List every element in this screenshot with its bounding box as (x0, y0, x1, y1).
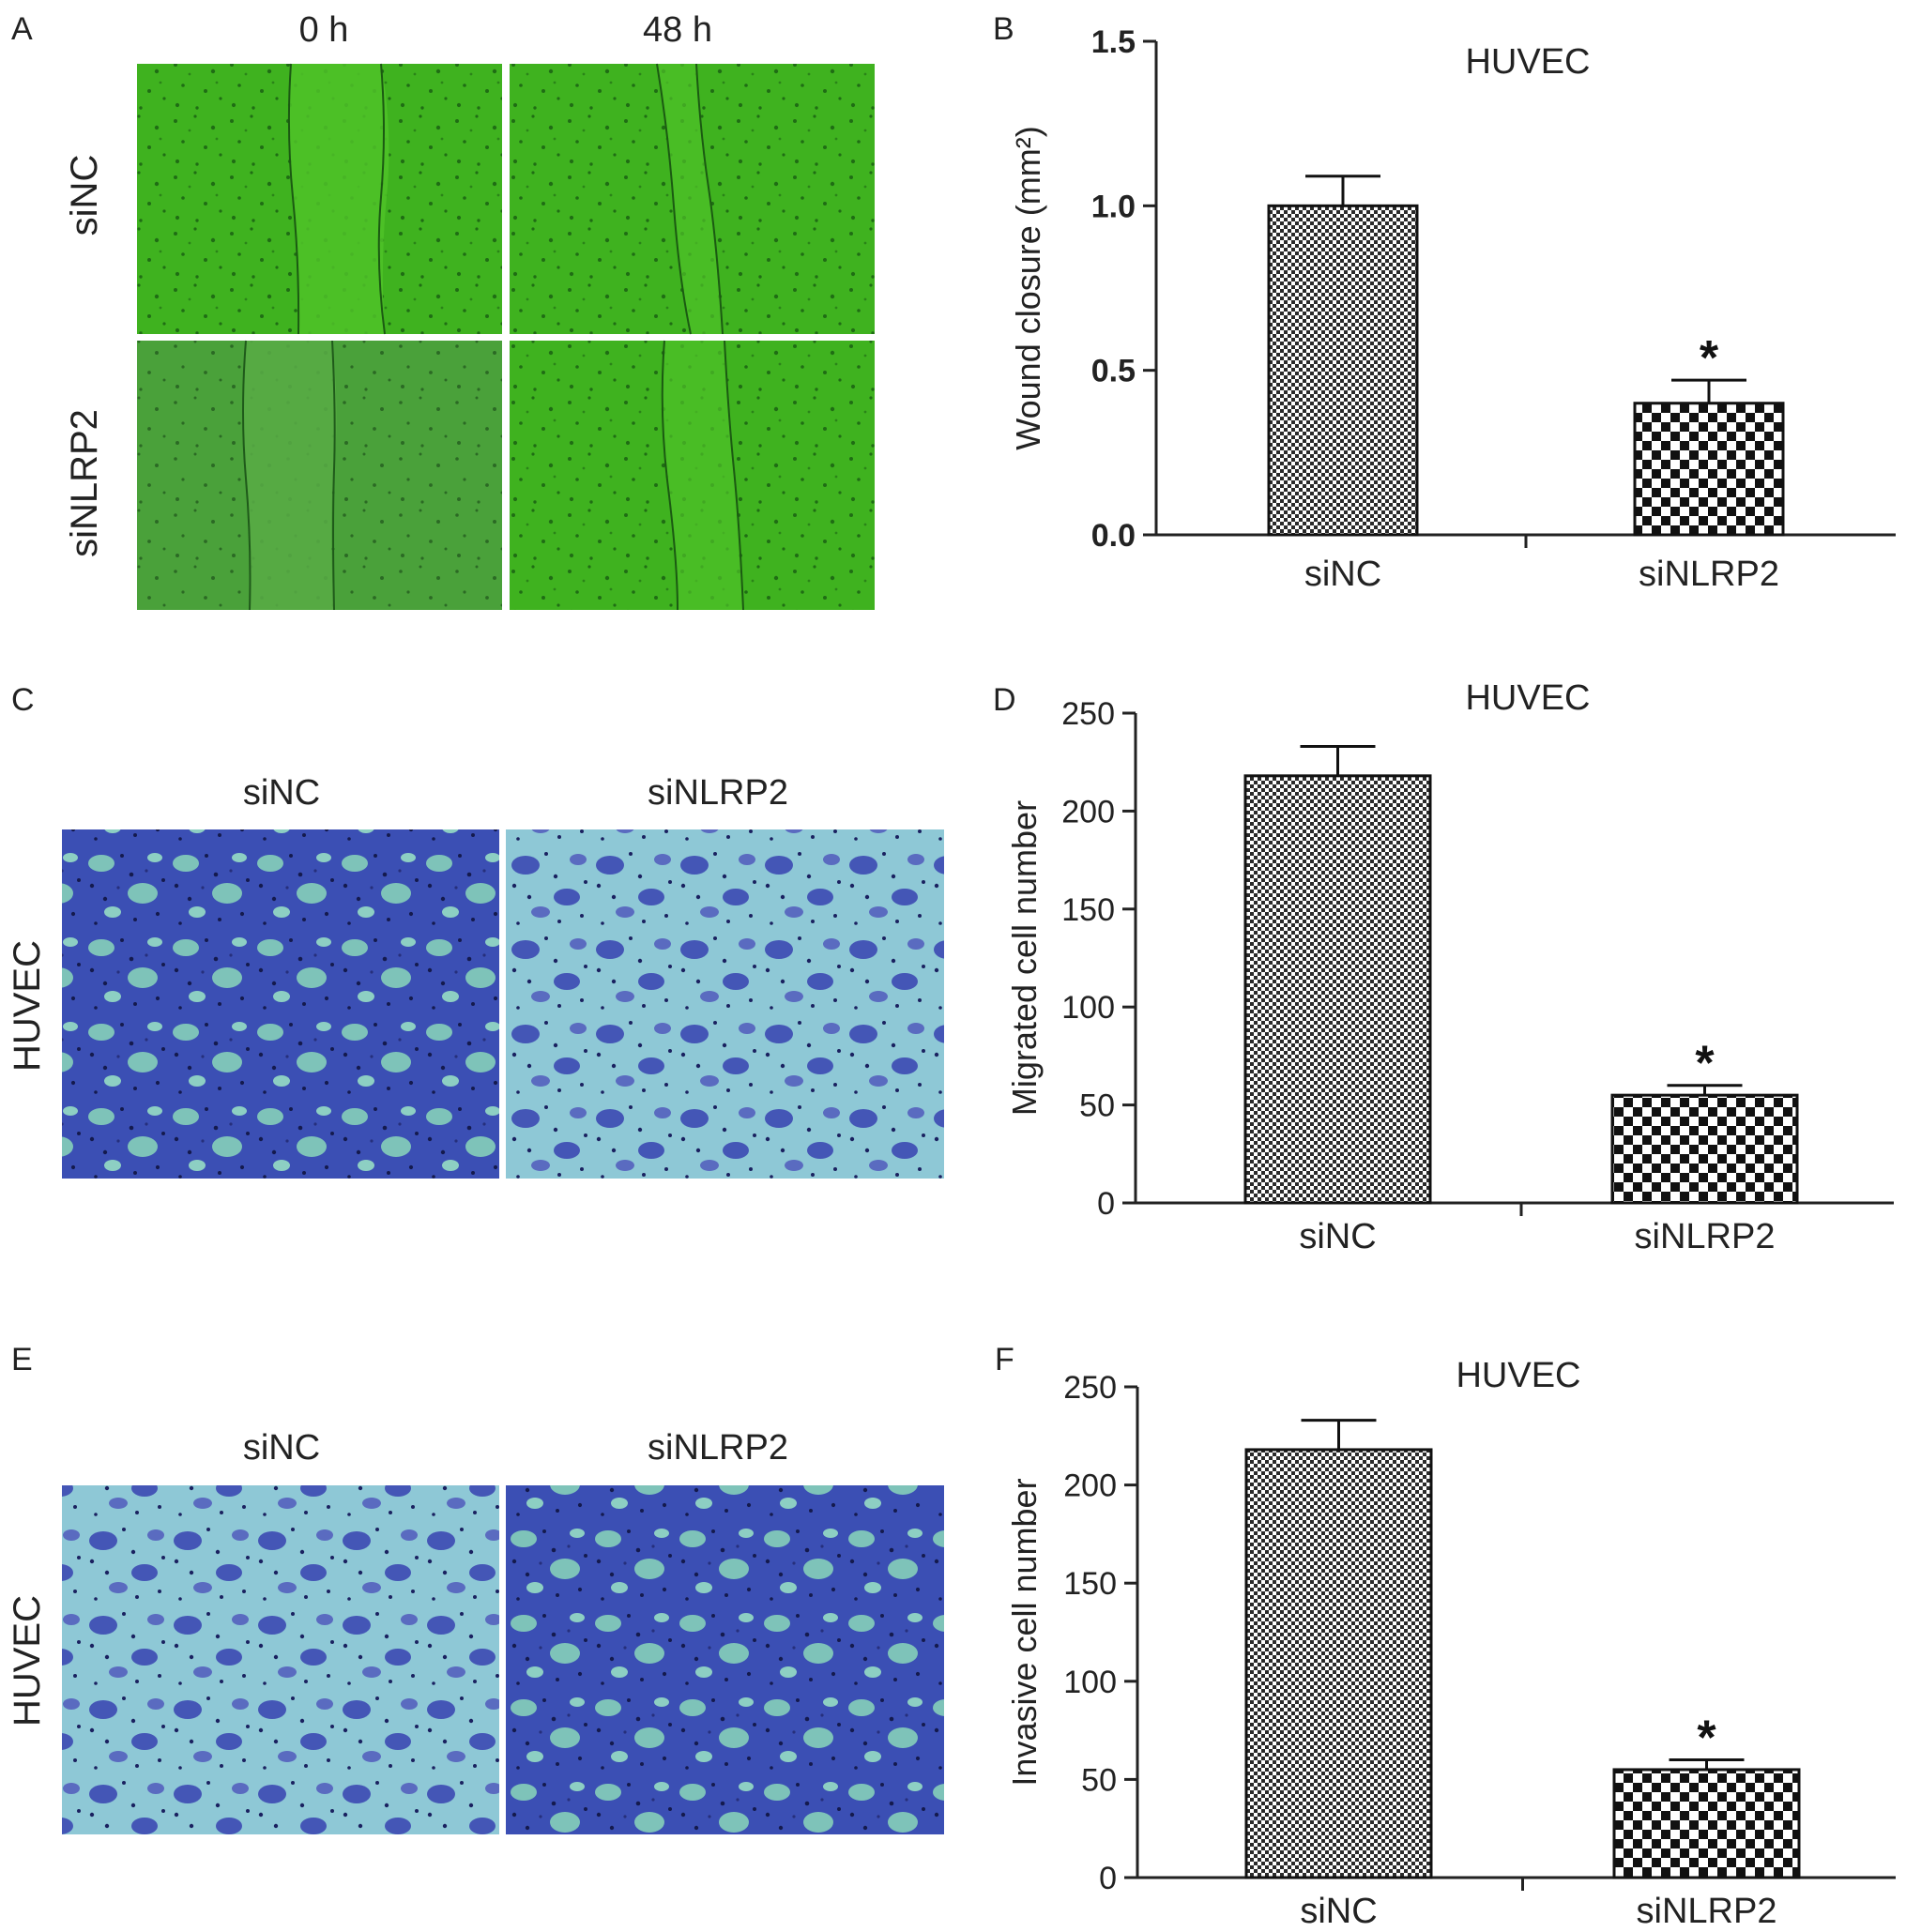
y-axis-label: Migrated cell number (1005, 800, 1044, 1116)
category-label: siNLRP2 (1639, 555, 1779, 594)
bar-sinlrp2 (1612, 1768, 1801, 1879)
category-label: siNC (1299, 1217, 1376, 1256)
panel-a: A 0 h 48 h siNC siNLRP2 (11, 10, 875, 611)
scratch-image-sinc-48h (510, 63, 875, 335)
chart-title: HUVEC (1465, 678, 1590, 718)
y-tick-label: 0.5 (1091, 354, 1136, 389)
y-tick-label: 100 (1061, 990, 1115, 1026)
row-label-sinc: siNC (64, 155, 105, 236)
row-label-sinlrp2: siNLRP2 (64, 409, 105, 557)
y-tick-label: 150 (1061, 892, 1115, 928)
y-tick-label: 0 (1097, 1186, 1115, 1222)
chart-d: D HUVEC Migrated cell number 0 50 100 150 200 25… (993, 678, 1894, 1256)
category-label: siNLRP2 (1637, 1892, 1777, 1931)
bar-sinc (1267, 204, 1419, 537)
transwell-image-sinc (62, 829, 499, 1179)
y-tick-label: 250 (1061, 696, 1115, 732)
category-label: siNC (1300, 1892, 1377, 1931)
panel-letter: F (995, 1342, 1014, 1377)
row-label-huvec: HUVEC (7, 940, 48, 1072)
y-tick-label: 0.0 (1091, 518, 1136, 554)
chart-title: HUVEC (1456, 1356, 1580, 1395)
bar-sinc (1244, 1448, 1433, 1879)
panel-letter: D (993, 682, 1016, 718)
scratch-image-sinlrp2-48h (510, 340, 875, 611)
y-tick-label: 150 (1063, 1566, 1117, 1602)
y-tick-label: 50 (1079, 1088, 1115, 1124)
y-axis-label: Wound closure (mm²) (1009, 126, 1047, 449)
transwell-image-sinlrp2 (506, 829, 944, 1179)
bar-sinlrp2 (1610, 1093, 1799, 1205)
panel-letter-e: E (11, 1342, 33, 1377)
scratch-image-sinc-0h (137, 63, 502, 335)
panel-e: E siNC siNLRP2 HUVEC (7, 1342, 944, 1834)
category-label: siNLRP2 (1635, 1217, 1776, 1256)
significance-mark: * (1695, 1037, 1715, 1091)
significance-mark: * (1697, 1711, 1716, 1765)
category-label: siNC (1304, 555, 1381, 594)
panel-letter: B (993, 11, 1014, 47)
col-label-sinc: siNC (243, 1428, 320, 1468)
y-tick-label: 1.0 (1091, 189, 1136, 224)
invasion-image-sinc (62, 1485, 499, 1834)
panel-letter-a: A (11, 11, 33, 47)
y-tick-label: 100 (1063, 1665, 1117, 1700)
chart-title: HUVEC (1465, 42, 1590, 82)
panel-letter-c: C (11, 682, 35, 718)
row-label-huvec: HUVEC (7, 1595, 48, 1727)
y-tick-label: 200 (1061, 794, 1115, 829)
y-tick-label: 50 (1081, 1762, 1117, 1798)
y-tick-label: 0 (1099, 1861, 1117, 1896)
invasion-image-sinlrp2 (506, 1485, 944, 1834)
col-label-sinlrp2: siNLRP2 (648, 1428, 788, 1468)
scratch-image-sinlrp2-0h (137, 340, 502, 611)
significance-mark: * (1700, 331, 1719, 386)
col-label-0h: 0 h (299, 10, 349, 50)
y-tick-label: 200 (1063, 1468, 1117, 1504)
col-label-sinc: siNC (243, 773, 320, 813)
col-label-48h: 48 h (643, 10, 712, 50)
y-tick-label: 250 (1063, 1370, 1117, 1406)
y-tick-label: 1.5 (1091, 24, 1136, 60)
bar-sinlrp2 (1633, 402, 1785, 537)
col-label-sinlrp2: siNLRP2 (648, 773, 788, 813)
chart-f: F HUVEC Invasive cell number 0 50 100 150 200 25… (995, 1342, 1896, 1931)
panel-c: C siNC siNLRP2 HUVEC (7, 682, 944, 1179)
y-axis-label: Invasive cell number (1005, 1478, 1044, 1786)
chart-b: B HUVEC Wound closure (mm²) 0.0 0.5 1.0 1.5 siN… (993, 11, 1896, 594)
bar-sinc (1243, 774, 1432, 1205)
